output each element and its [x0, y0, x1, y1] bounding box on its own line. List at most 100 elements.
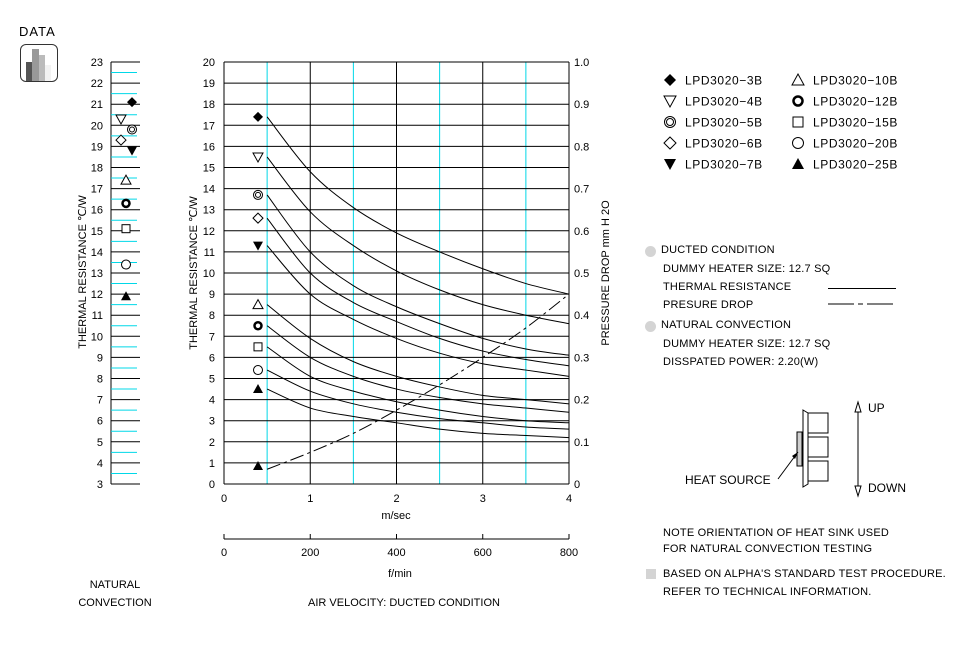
heat-source-label: HEAT SOURCE: [685, 473, 771, 487]
svg-text:400: 400: [387, 547, 405, 559]
dash-dot-line-sample: [828, 303, 896, 305]
natural-bullet-icon: [645, 321, 656, 332]
svg-text:LPD3020−7B: LPD3020−7B: [685, 158, 763, 172]
svg-text:LPD3020−20B: LPD3020−20B: [813, 137, 898, 151]
svg-text:3: 3: [209, 416, 215, 428]
legend: LPD3020−3B LPD3020−4B LPD3020−5B LPD3020−6B…: [663, 72, 898, 172]
natural-convection-scale: 3 4 5 6 7 8 9 10 11 12 13 14 15 16 17 18 19 20 21 22 23 THER…: [77, 57, 152, 609]
nc-caption-1: NATURAL: [90, 579, 141, 591]
svg-text:15: 15: [203, 163, 215, 175]
svg-text:8: 8: [97, 374, 103, 386]
natural-heater: DUMMY HEATER SIZE: 12.7 SQ: [663, 338, 831, 350]
data-title: DATA: [19, 24, 56, 39]
svg-text:0.3: 0.3: [574, 352, 589, 364]
svg-text:15: 15: [91, 226, 103, 238]
svg-text:4: 4: [209, 395, 215, 407]
orientation-diagram: HEAT SOURCE UP DOWN: [685, 400, 906, 498]
svg-text:11: 11: [204, 247, 215, 259]
svg-text:22: 22: [91, 78, 103, 90]
reference-line-2: REFER TO TECHNICAL INFORMATION.: [663, 586, 872, 598]
svg-text:0.2: 0.2: [574, 395, 589, 407]
svg-text:9: 9: [209, 289, 215, 301]
svg-text:10: 10: [91, 331, 103, 343]
svg-text:2: 2: [393, 493, 399, 505]
svg-text:12: 12: [91, 289, 103, 301]
svg-text:LPD3020−25B: LPD3020−25B: [813, 158, 898, 172]
svg-text:21: 21: [91, 99, 103, 111]
svg-text:0.8: 0.8: [574, 141, 589, 153]
svg-text:18: 18: [91, 163, 103, 175]
pressure-drop-label: PRESURE DROP: [663, 299, 754, 311]
svg-text:3: 3: [480, 493, 486, 505]
svg-text:9: 9: [97, 352, 103, 364]
svg-text:0: 0: [574, 479, 580, 491]
svg-text:0.1: 0.1: [574, 437, 589, 449]
svg-text:19: 19: [203, 78, 215, 90]
svg-text:3: 3: [97, 479, 103, 491]
note-line-2: FOR NATURAL CONVECTION TESTING: [663, 543, 873, 555]
svg-text:0.6: 0.6: [574, 226, 589, 238]
svg-text:18: 18: [203, 99, 215, 111]
svg-text:5: 5: [209, 374, 215, 386]
svg-text:LPD3020−3B: LPD3020−3B: [685, 74, 763, 88]
svg-text:0.4: 0.4: [574, 310, 589, 322]
nc-caption-2: CONVECTION: [78, 597, 151, 609]
thermal-resistance-label: THERMAL RESISTANCE: [663, 281, 792, 293]
ducted-bullet-icon: [645, 246, 656, 257]
down-label: DOWN: [868, 481, 906, 495]
svg-text:LPD3020−15B: LPD3020−15B: [813, 116, 898, 130]
svg-text:1.0: 1.0: [574, 57, 589, 69]
svg-text:6: 6: [97, 416, 103, 428]
svg-text:4: 4: [566, 493, 572, 505]
svg-text:20: 20: [91, 120, 103, 132]
main-xlabel: m/sec: [381, 510, 411, 522]
svg-text:7: 7: [209, 331, 215, 343]
main-y2label: PRESSURE DROP mm H 2O: [600, 200, 612, 346]
svg-text:5: 5: [97, 437, 103, 449]
svg-text:LPD3020−4B: LPD3020−4B: [685, 95, 763, 109]
svg-text:0: 0: [209, 479, 215, 491]
ducted-heater: DUMMY HEATER SIZE: 12.7 SQ: [663, 263, 831, 275]
svg-text:23: 23: [91, 57, 103, 69]
svg-text:LPD3020−5B: LPD3020−5B: [685, 116, 763, 130]
reference-bullet-icon: [646, 569, 656, 579]
up-label: UP: [868, 401, 885, 415]
svg-text:16: 16: [203, 141, 215, 153]
svg-text:0: 0: [221, 493, 227, 505]
nc-ylabel: THERMAL RESISTANCE ℃/W: [77, 195, 89, 349]
svg-text:10: 10: [203, 268, 215, 280]
svg-text:4: 4: [97, 458, 103, 470]
svg-text:8: 8: [209, 310, 215, 322]
svg-text:13: 13: [203, 205, 215, 217]
svg-text:20: 20: [203, 57, 215, 69]
svg-text:12: 12: [203, 226, 215, 238]
main-x2label: f/min: [388, 568, 412, 580]
svg-text:17: 17: [91, 184, 103, 196]
svg-text:6: 6: [209, 352, 215, 364]
reference-line-1: BASED ON ALPHA'S STANDARD TEST PROCEDURE…: [663, 568, 946, 580]
svg-text:0.5: 0.5: [574, 268, 589, 280]
solid-line-sample: [828, 288, 896, 289]
svg-text:LPD3020−12B: LPD3020−12B: [813, 95, 898, 109]
natural-title: NATURAL CONVECTION: [661, 319, 792, 331]
main-ylabel: THERMAL RESISTANCE ℃/W: [188, 196, 200, 350]
ducted-title: DUCTED CONDITION: [661, 244, 775, 256]
svg-text:600: 600: [474, 547, 492, 559]
svg-text:1: 1: [209, 458, 215, 470]
note-line-1: NOTE ORIENTATION OF HEAT SINK USED: [663, 527, 890, 539]
svg-text:14: 14: [91, 247, 103, 259]
svg-text:1: 1: [307, 493, 313, 505]
svg-text:200: 200: [301, 547, 319, 559]
svg-text:17: 17: [203, 120, 215, 132]
svg-text:2: 2: [209, 437, 215, 449]
svg-text:800: 800: [560, 547, 578, 559]
svg-text:LPD3020−6B: LPD3020−6B: [685, 137, 763, 151]
data-chart-icon[interactable]: [20, 44, 58, 82]
svg-text:13: 13: [91, 268, 103, 280]
svg-text:0.7: 0.7: [574, 184, 589, 196]
svg-text:0: 0: [221, 547, 227, 559]
svg-text:16: 16: [91, 205, 103, 217]
svg-text:14: 14: [203, 184, 215, 196]
svg-text:11: 11: [92, 310, 103, 322]
